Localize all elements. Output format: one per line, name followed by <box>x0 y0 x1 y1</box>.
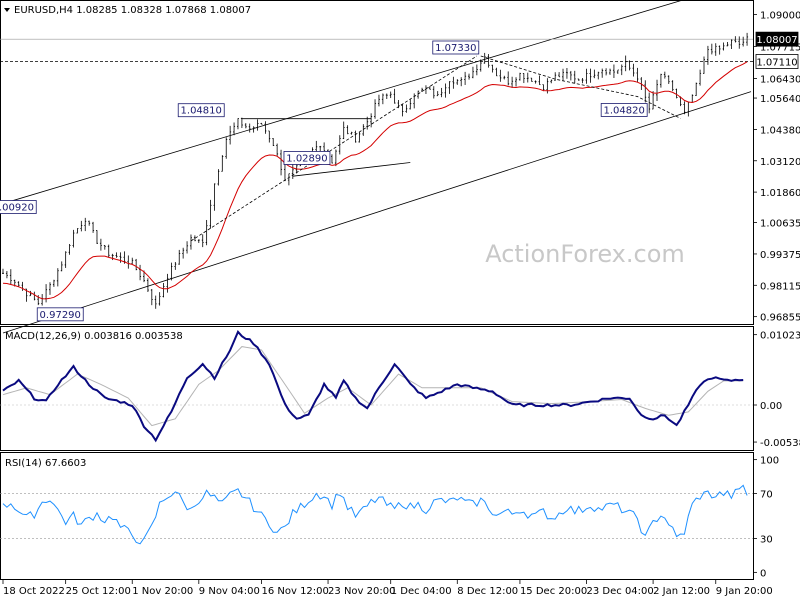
time-tick-label: 1 Dec 04:00 <box>391 586 452 597</box>
macd-signal-line <box>2 346 744 427</box>
rsi-panel-frame <box>0 452 754 580</box>
price-tick-label: 0.96855 <box>760 313 800 324</box>
price-annotation-label: 0.97290 <box>40 310 81 321</box>
macd-tick-label: -0.005389 <box>760 438 800 449</box>
price-annotation-label: 1.07330 <box>435 43 476 54</box>
price-annotation-box <box>177 103 225 118</box>
time-tick-label: 1 Nov 20:00 <box>132 586 193 597</box>
price-tag-level <box>755 54 799 69</box>
time-tick-label: 18 Oct 2022 <box>3 586 65 597</box>
time-tick-label: 16 Nov 12:00 <box>261 586 328 597</box>
price-tag-current <box>755 31 799 47</box>
rsi-tick-label: 0 <box>760 568 766 579</box>
price-annotation-box <box>0 200 37 214</box>
price-tick-label: 1.01860 <box>760 188 800 199</box>
time-tick-label: 25 Oct 12:00 <box>66 586 131 597</box>
collapse-triangle-icon[interactable] <box>4 8 10 12</box>
price-tag-label: 1.07110 <box>756 57 797 68</box>
price-annotation-label: 1.02890 <box>286 153 327 164</box>
time-tick-label: 9 Jan 20:00 <box>716 586 773 597</box>
price-annotation-label: 1.00920 <box>0 203 34 214</box>
rsi-header: RSI(14) 67.6603 <box>5 458 86 469</box>
price-tick-label: 1.00635 <box>760 219 800 230</box>
price-tick-label: 1.07715 <box>760 42 800 53</box>
macd-tick-label: 0.00 <box>760 401 782 412</box>
time-tick-label: 8 Dec 12:00 <box>457 586 518 597</box>
price-annotation-label: 1.04810 <box>181 106 222 117</box>
channel-upper-line <box>2 0 685 204</box>
price-tick-label: 1.06430 <box>760 74 800 85</box>
axes: 1.09000 1.07715 1.06430 1.05640 1.04380 1.031… <box>2 10 800 597</box>
channel-lower-line <box>2 91 752 334</box>
symbol-header: EURUSD,H4 1.08285 1.08328 1.07868 1.0800… <box>14 5 251 16</box>
price-tag-label: 1.08007 <box>756 35 797 46</box>
macd-header: MACD(12,26,9) 0.003816 0.003538 <box>5 331 183 342</box>
macd-line <box>2 329 744 443</box>
price-tick-label: 0.99375 <box>760 250 800 261</box>
trend-line-1 <box>292 162 411 177</box>
time-tick-label: 23 Dec 04:00 <box>587 586 654 597</box>
rsi-tick-label: 100 <box>760 456 779 467</box>
price-chart: 1.00920 0.97290 1.04810 1.02890 1.07330 1.048… <box>0 0 753 334</box>
trend-line-2 <box>480 55 681 119</box>
price-annotation-box <box>600 103 648 117</box>
rsi-line <box>2 484 748 545</box>
rsi-chart <box>0 484 753 545</box>
rsi-tick-label: 70 <box>760 489 773 500</box>
moving-average-line <box>2 61 748 300</box>
macd-chart <box>0 329 753 443</box>
price-panel-frame <box>0 0 754 325</box>
time-tick-label: 2 Jan 12:00 <box>653 586 710 597</box>
price-tick-label: 1.09000 <box>760 10 800 21</box>
time-tick-label: 15 Dec 20:00 <box>520 586 587 597</box>
rsi-tick-label: 30 <box>760 535 773 546</box>
watermark: ActionForex.com <box>485 240 685 268</box>
price-tick-label: 0.98115 <box>760 281 800 292</box>
price-annotation-box <box>283 151 331 165</box>
price-tick-label: 1.03120 <box>760 157 800 168</box>
price-annotation-box <box>432 40 480 55</box>
price-tick-label: 1.05640 <box>760 94 800 105</box>
time-tick-label: 9 Nov 04:00 <box>199 586 260 597</box>
price-annotation-label: 1.04820 <box>603 105 644 116</box>
price-annotation-box <box>36 307 84 322</box>
trend-line-3 <box>190 55 478 242</box>
macd-tick-label: 0.010232 <box>760 331 800 342</box>
time-tick-label: 23 Nov 20:00 <box>328 586 395 597</box>
macd-panel-frame <box>0 326 754 451</box>
price-tick-label: 1.04380 <box>760 125 800 136</box>
